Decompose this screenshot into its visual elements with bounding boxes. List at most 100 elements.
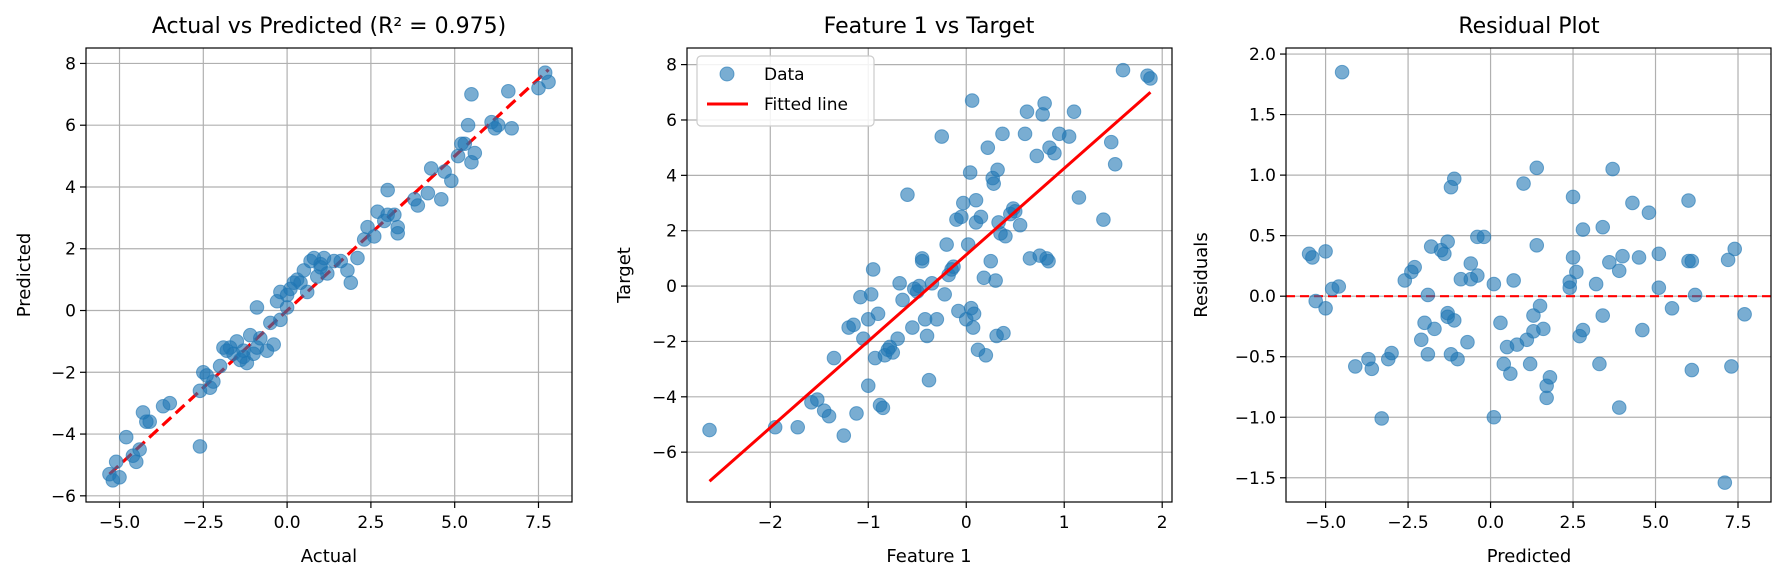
y-tick-label: 2 — [666, 222, 677, 242]
data-point — [366, 229, 382, 244]
data-point — [1651, 280, 1667, 296]
data-point — [1331, 279, 1347, 294]
data-point — [1684, 253, 1700, 269]
data-point — [390, 226, 406, 241]
data-point — [929, 311, 945, 327]
data-point — [1407, 259, 1422, 275]
x-tick-label: 0.0 — [274, 513, 301, 533]
data-point — [1012, 217, 1028, 233]
data-point — [980, 140, 996, 155]
data-point — [279, 300, 295, 315]
data-point — [1720, 252, 1736, 268]
data-point — [249, 300, 265, 315]
legend: Data Fitted line — [696, 55, 875, 127]
data-point — [937, 287, 952, 302]
data-point — [1066, 104, 1082, 119]
data-point — [865, 262, 881, 277]
data-point — [1486, 276, 1502, 292]
data-point — [919, 328, 935, 344]
data-point — [1019, 104, 1035, 119]
data-point — [1476, 229, 1492, 245]
y-tick-label: 0.0 — [1249, 287, 1276, 307]
fitted-line — [708, 91, 1152, 483]
data-point — [1575, 322, 1591, 338]
x-axis-label: Predicted — [1487, 546, 1572, 567]
data-point — [983, 253, 999, 269]
data-point — [890, 331, 905, 346]
grid — [1286, 48, 1771, 502]
data-point — [1460, 334, 1475, 350]
y-axis-label: Predicted — [14, 233, 35, 318]
data-point — [1041, 253, 1056, 269]
x-tick-label: −5.0 — [1305, 513, 1346, 533]
legend-data-marker — [719, 66, 735, 82]
data-point — [965, 320, 981, 335]
data-point — [350, 250, 365, 266]
data-point — [1446, 171, 1462, 187]
data-point — [968, 192, 984, 208]
data-point — [1569, 264, 1584, 280]
y-tick-label: 2 — [65, 240, 76, 260]
y-tick-label: −1.0 — [1235, 408, 1276, 428]
data-point — [444, 173, 459, 189]
data-point — [954, 209, 969, 225]
data-point — [1565, 250, 1581, 265]
y-tick-label: 0.5 — [1249, 227, 1276, 247]
data-point — [118, 429, 134, 445]
data-point — [988, 273, 1003, 288]
data-point — [1486, 409, 1502, 425]
data-point — [420, 185, 436, 201]
scatter-points — [102, 65, 556, 488]
data-point — [1503, 366, 1518, 381]
y-tick-label: −2 — [652, 332, 677, 352]
data-point — [836, 428, 852, 443]
data-point — [206, 374, 221, 389]
data-point — [892, 276, 907, 291]
x-ticks: −2 −1 0 1 2 — [758, 502, 1168, 533]
data-point — [849, 406, 864, 421]
data-point — [1717, 475, 1733, 490]
y-tick-label: 1.0 — [1249, 166, 1276, 186]
data-point — [1037, 96, 1052, 111]
data-point — [1061, 129, 1077, 144]
data-point — [1115, 62, 1131, 78]
data-point — [875, 400, 891, 416]
data-point — [1615, 248, 1630, 264]
data-point — [1595, 219, 1611, 235]
chart-title: Actual vs Predicted (R² = 0.975) — [152, 14, 506, 39]
data-point — [1611, 400, 1627, 415]
data-point — [128, 454, 144, 470]
y-axis-label: Target — [614, 247, 635, 304]
data-point — [1107, 156, 1123, 172]
data-point — [1681, 193, 1696, 208]
data-point — [1565, 189, 1581, 205]
data-point — [252, 331, 268, 346]
x-tick-label: 7.5 — [525, 513, 552, 533]
data-point — [1724, 359, 1739, 374]
data-point — [1413, 332, 1429, 348]
data-point — [1437, 246, 1452, 262]
data-point — [995, 126, 1010, 142]
data-point — [900, 187, 915, 203]
data-point — [490, 117, 506, 133]
data-point — [1450, 351, 1465, 367]
data-point — [921, 372, 937, 388]
x-ticks: −5.0 −2.5 0.0 2.5 5.0 7.5 — [99, 502, 552, 533]
y-tick-label: −1.5 — [1235, 469, 1276, 489]
data-point — [1588, 276, 1604, 292]
data-point — [1420, 346, 1436, 362]
data-point — [1420, 287, 1436, 303]
data-point — [1737, 307, 1752, 322]
data-point — [1308, 293, 1323, 309]
data-point — [387, 207, 402, 223]
data-point — [826, 350, 842, 366]
data-point — [501, 83, 516, 99]
chart-title: Residual Plot — [1458, 14, 1600, 39]
data-point — [1103, 134, 1119, 150]
data-point — [1529, 160, 1545, 176]
legend-label-fitted-line: Fitted line — [764, 95, 848, 115]
data-point — [1684, 362, 1700, 378]
chart-title: Feature 1 vs Target — [824, 14, 1035, 39]
data-point — [1687, 287, 1703, 303]
